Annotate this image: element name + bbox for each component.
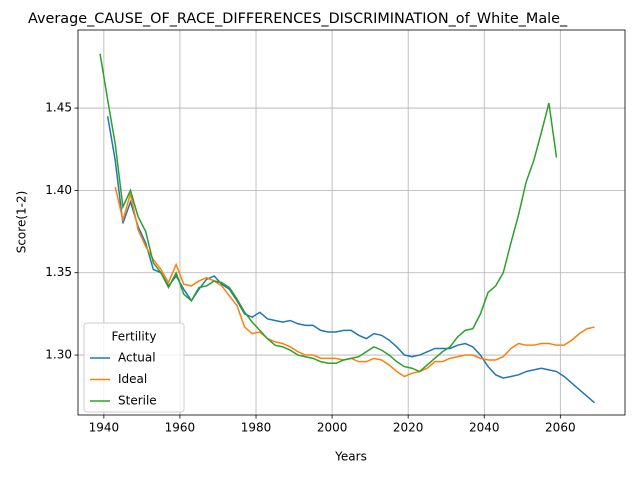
- x-tick-label: 1940: [89, 421, 120, 435]
- y-tick-label: 1.30: [45, 348, 72, 362]
- x-tick-label: 2000: [317, 421, 348, 435]
- y-tick-label: 1.45: [45, 101, 72, 115]
- legend-box: [83, 322, 185, 413]
- chart-title: Average_CAUSE_OF_RACE_DIFFERENCES_DISCRI…: [28, 11, 568, 27]
- legend-label: Actual: [118, 351, 156, 365]
- x-tick-label: 1980: [241, 421, 272, 435]
- series-line: [106, 116, 596, 404]
- legend-label: Sterile: [118, 394, 157, 408]
- plot-frame: [77, 29, 626, 416]
- lines: [99, 53, 596, 404]
- x-tick-label: 1960: [165, 421, 196, 435]
- x-tick-label: 2040: [469, 421, 500, 435]
- series-line: [114, 186, 595, 378]
- y-tick-label: 1.40: [45, 183, 72, 197]
- x-tick-label: 2060: [545, 421, 576, 435]
- x-axis-label: Years: [334, 450, 367, 464]
- legend-title: Fertility: [111, 330, 156, 344]
- x-tick-label: 2020: [393, 421, 424, 435]
- series-line: [99, 53, 558, 373]
- legend-label: Ideal: [118, 372, 147, 386]
- y-axis-label: Score(1-2): [15, 191, 29, 254]
- grid: [78, 30, 625, 415]
- ticks: 1940 1960 1980 2000 2020 2040 2060 1.30 1.35 1.40…: [45, 101, 575, 435]
- y-tick-label: 1.35: [45, 265, 72, 279]
- legend: Fertility Actual Ideal Sterile: [83, 322, 185, 413]
